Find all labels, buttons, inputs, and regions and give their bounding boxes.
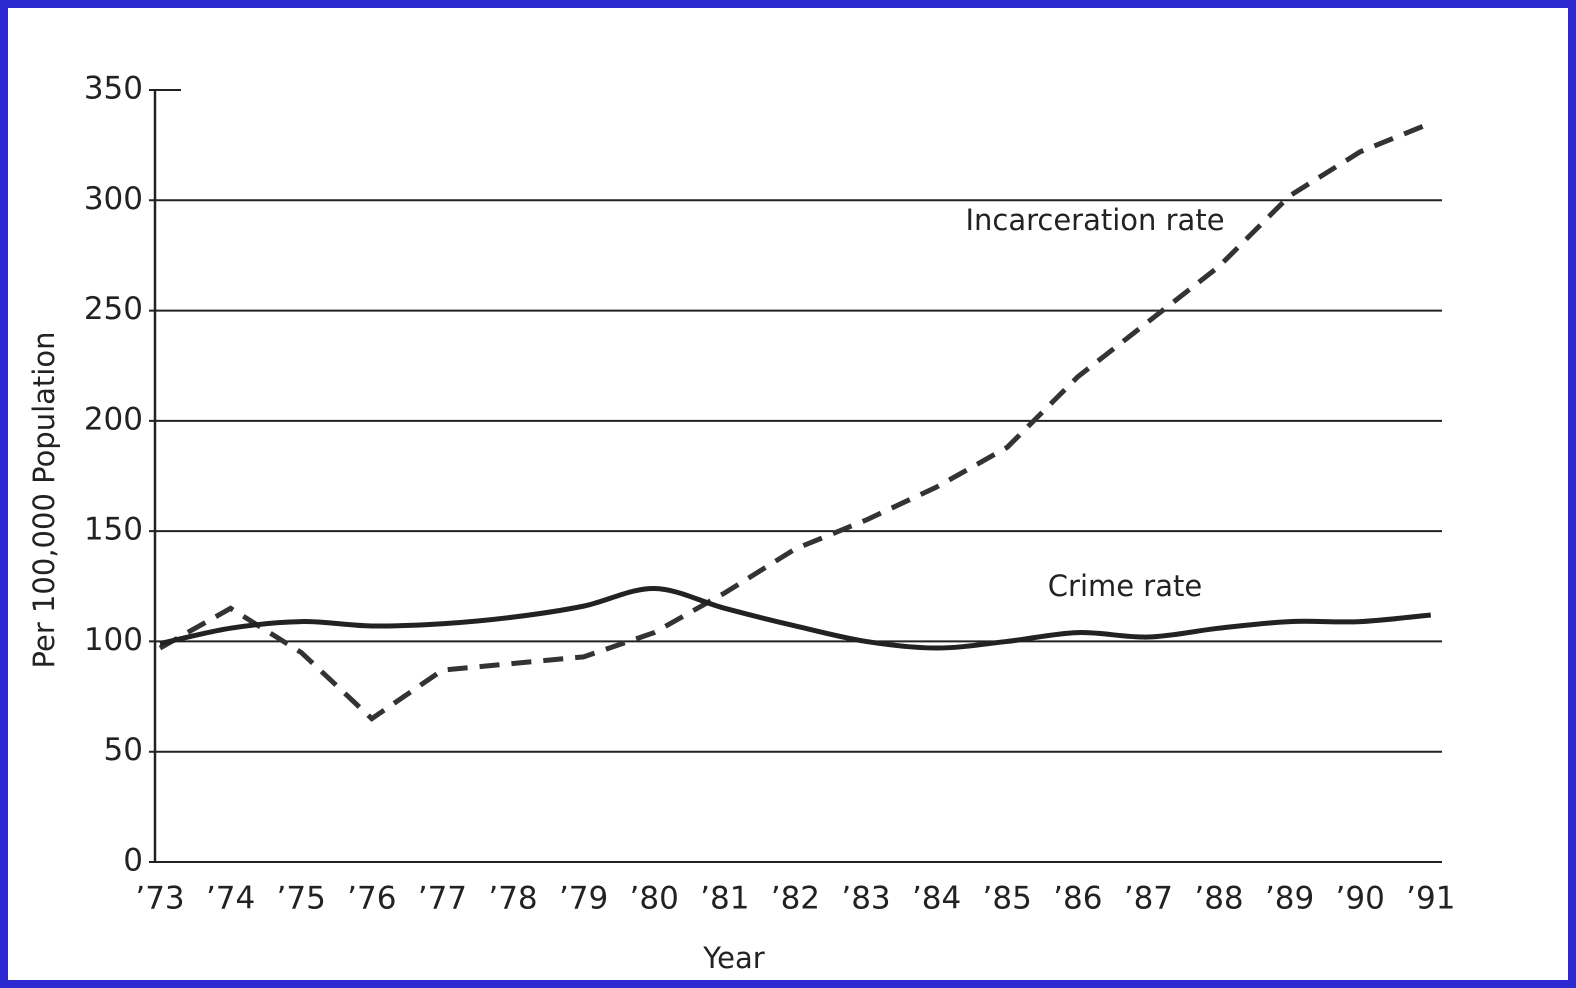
series-line: [158, 120, 1432, 722]
x-tick-label: ’90: [1336, 881, 1385, 917]
y-tick-label: 300: [84, 181, 143, 217]
y-tick-label: 100: [84, 622, 143, 658]
x-tick-label: ’77: [418, 881, 467, 917]
x-tick-label: ’85: [983, 881, 1032, 917]
series-label: Incarceration rate: [965, 203, 1224, 237]
series-line: [159, 585, 1432, 651]
frame: Per 100,000 Population Year 0 50 100 150 200…: [8, 8, 1568, 980]
x-tick-label: ’73: [135, 881, 184, 917]
y-tick-label: 250: [84, 291, 143, 327]
x-tick-label: ’83: [841, 881, 890, 917]
x-tick-label: ’78: [488, 881, 537, 917]
x-tick-label: ’76: [347, 881, 396, 917]
y-tick-label: 150: [84, 512, 143, 548]
chart: Per 100,000 Population Year 0 50 100 150 200…: [27, 71, 1455, 976]
y-tick-label: 50: [104, 732, 143, 768]
x-tick-label: ’87: [1124, 881, 1173, 917]
x-tick-label: ’84: [912, 881, 961, 917]
x-tick-label: ’86: [1053, 881, 1102, 917]
y-tick-label: 200: [84, 401, 143, 437]
x-tick-label: ’74: [206, 881, 255, 917]
x-axis-label: Year: [702, 941, 764, 975]
x-tick-label: ’88: [1194, 881, 1243, 917]
x-tick-label: ’82: [771, 881, 820, 917]
x-tick-label: ’81: [700, 881, 749, 917]
x-tick-label: ’80: [630, 881, 679, 917]
x-tick-label: ’79: [559, 881, 608, 917]
y-tick-label: 0: [123, 843, 143, 879]
x-tick-label: ’89: [1265, 881, 1314, 917]
y-axis-label: Per 100,000 Population: [27, 332, 61, 669]
series-label: Crime rate: [1048, 569, 1202, 603]
x-tick-label: ’91: [1406, 881, 1455, 917]
y-tick-label: 350: [84, 71, 143, 107]
x-tick-label: ’75: [277, 881, 326, 917]
